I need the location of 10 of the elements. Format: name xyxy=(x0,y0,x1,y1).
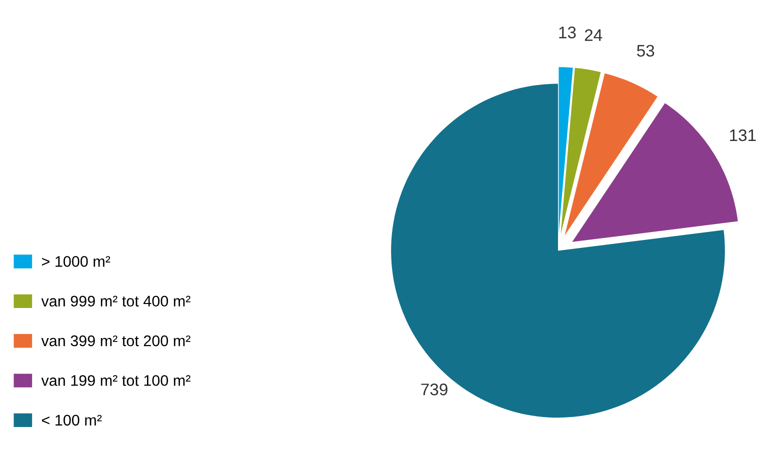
legend-label: van 199 m² tot 100 m² xyxy=(41,375,190,386)
data-label: 13 xyxy=(559,26,576,38)
data-label: 24 xyxy=(584,29,602,41)
legend-label: van 999 m² tot 400 m² xyxy=(41,296,190,307)
legend-label: < 100 m² xyxy=(42,414,102,426)
data-label: 131 xyxy=(730,129,756,142)
legend-label: > 1000 m² xyxy=(42,256,110,267)
data-label: 53 xyxy=(637,44,654,57)
data-label: 739 xyxy=(421,384,448,396)
legend-label: van 399 m² tot 200 m² xyxy=(41,335,190,346)
